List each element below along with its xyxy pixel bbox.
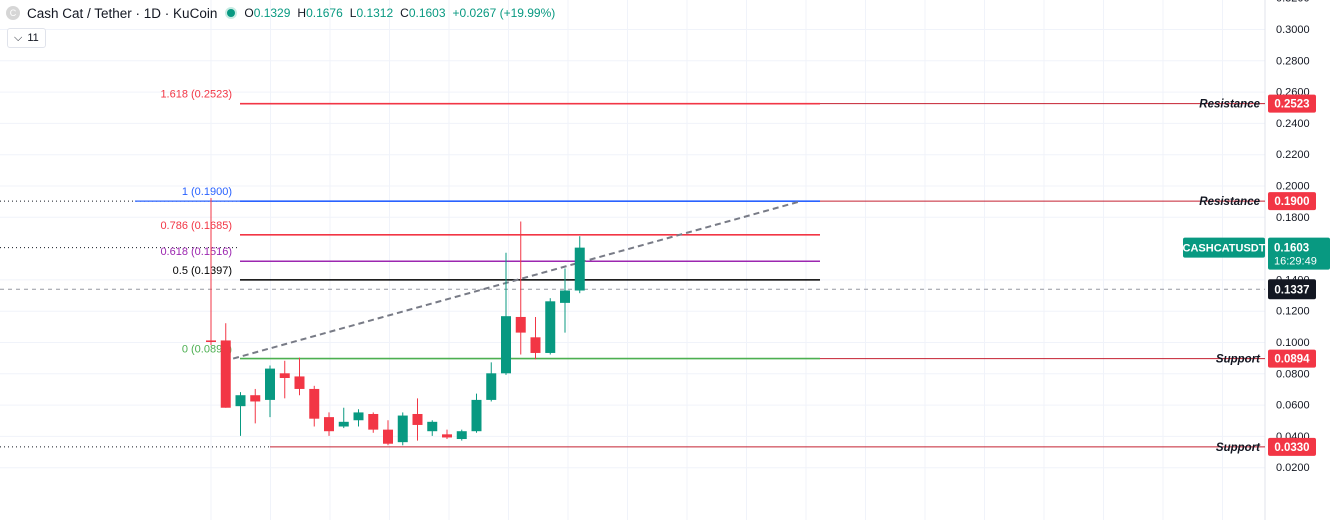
y-tick-label: 0.1000 bbox=[1276, 337, 1310, 349]
candle-body bbox=[250, 395, 261, 402]
candle-body bbox=[427, 421, 438, 432]
candle-body bbox=[353, 412, 364, 421]
candle-body bbox=[501, 316, 511, 374]
candle-body bbox=[206, 340, 216, 342]
candle-body bbox=[279, 373, 290, 378]
y-tick-label: 0.0600 bbox=[1276, 400, 1310, 412]
ohlc-high: H0.1676 bbox=[297, 6, 343, 20]
candle-body bbox=[368, 413, 379, 430]
price-change: +0.0267 (+19.99%) bbox=[452, 6, 556, 20]
trendline bbox=[232, 200, 802, 360]
candle-body bbox=[545, 301, 556, 353]
candle-body bbox=[530, 337, 541, 353]
y-tick-label: 0.3000 bbox=[1276, 24, 1310, 36]
candle-body bbox=[560, 290, 570, 303]
price-tag-text: 0.0894 bbox=[1274, 354, 1310, 366]
price-tag-text: 0.2523 bbox=[1274, 99, 1309, 111]
candle-body bbox=[294, 376, 305, 389]
candle-body bbox=[442, 434, 452, 438]
market-status-dot bbox=[227, 9, 236, 17]
support-label: Support bbox=[1216, 442, 1261, 454]
last-price-tag bbox=[1268, 237, 1330, 270]
candle-body bbox=[412, 413, 423, 425]
y-tick-label: 0.0800 bbox=[1276, 368, 1310, 380]
ohlc-open: O0.1329 bbox=[244, 6, 291, 20]
chevron-down-icon: ⌵ bbox=[14, 31, 23, 44]
countdown-text: 16:29:49 bbox=[1274, 256, 1317, 268]
last-price-text: 0.1603 bbox=[1274, 243, 1309, 255]
indicators-toggle[interactable]: ⌵ 11 bbox=[7, 28, 46, 48]
symbol-title[interactable]: Cash Cat / Tether · 1D · KuCoin bbox=[27, 5, 218, 21]
resistance-label: Resistance bbox=[1199, 196, 1260, 208]
y-tick-label: 0.2000 bbox=[1276, 181, 1310, 193]
candle-body bbox=[383, 429, 393, 444]
price-tag-text: 0.0330 bbox=[1274, 442, 1309, 454]
candle-body bbox=[324, 417, 334, 432]
price-tag bbox=[1268, 192, 1316, 211]
symbol-tag bbox=[1183, 237, 1265, 258]
y-tick-label: 0.1200 bbox=[1276, 306, 1310, 318]
ohlc-low: L0.1312 bbox=[349, 6, 394, 20]
y-tick-label: 0.2400 bbox=[1276, 118, 1310, 130]
ohlc-close: C0.1603 bbox=[400, 6, 446, 20]
candle-body bbox=[397, 415, 408, 443]
candle-body bbox=[486, 373, 497, 400]
chart-header: C Cash Cat / Tether · 1D · KuCoin O0.132… bbox=[6, 3, 555, 23]
indicator-count: 11 bbox=[27, 32, 39, 44]
y-tick-label: 0.2800 bbox=[1276, 55, 1310, 67]
fib-level-label: 0.618 (0.1516) bbox=[160, 246, 232, 258]
y-tick-label: 0.2200 bbox=[1276, 149, 1310, 161]
fib-level-label: 0.5 (0.1397) bbox=[173, 265, 232, 277]
candle-body bbox=[220, 340, 231, 408]
price-tag-text: 0.1900 bbox=[1274, 196, 1309, 208]
fib-level-label: 1 (0.1900) bbox=[182, 186, 232, 198]
y-tick-label: 0.1800 bbox=[1276, 212, 1310, 224]
price-tag bbox=[1268, 349, 1316, 368]
symbol-tag-text: CASHCATUSDT bbox=[1183, 243, 1266, 255]
fib-level-label: 0 (0.0894) bbox=[182, 344, 232, 356]
candle-body bbox=[265, 368, 275, 400]
crosshair-price-tag bbox=[1268, 279, 1316, 300]
candle-body bbox=[574, 247, 585, 291]
candle-body bbox=[471, 399, 482, 432]
price-tag bbox=[1268, 94, 1316, 113]
candle-body bbox=[338, 421, 349, 427]
candle-body bbox=[235, 395, 246, 407]
candle-body bbox=[515, 316, 526, 333]
y-tick-label: 0.3200 bbox=[1276, 0, 1310, 5]
fib-level-label: 1.618 (0.2523) bbox=[160, 89, 232, 101]
crosshair-price-text: 0.1337 bbox=[1274, 284, 1309, 296]
candle-body bbox=[456, 431, 467, 440]
fib-level-label: 0.786 (0.1685) bbox=[160, 220, 232, 232]
resistance-label: Resistance bbox=[1199, 99, 1260, 111]
candle-body bbox=[309, 388, 320, 419]
price-tag bbox=[1268, 437, 1316, 456]
support-label: Support bbox=[1216, 354, 1261, 366]
y-tick-label: 0.0200 bbox=[1276, 462, 1310, 474]
coin-logo: C bbox=[6, 6, 20, 20]
